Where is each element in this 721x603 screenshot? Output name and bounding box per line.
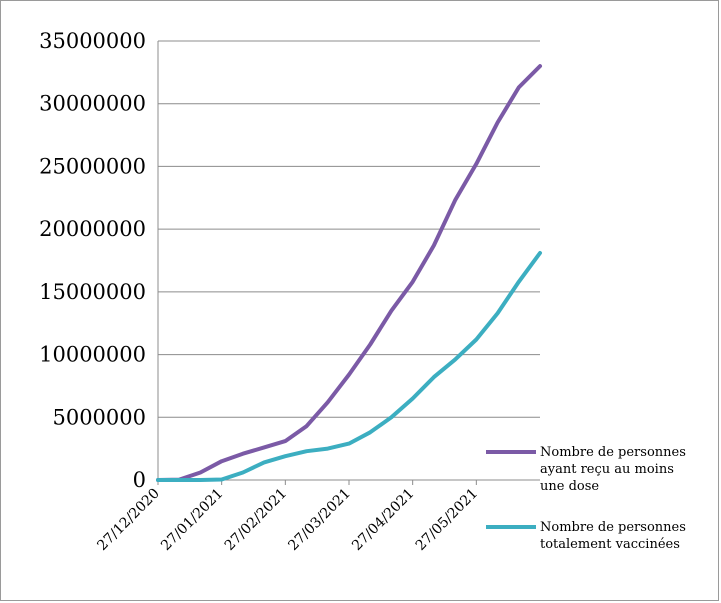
y-tick-labels: 0 5000000 10000000 15000000 20000000 25000000… — [39, 29, 146, 492]
series-line-2 — [156, 251, 542, 482]
x-tick-label: 27/01/2021 — [158, 486, 226, 554]
y-tick-label: 5000000 — [52, 405, 146, 429]
axes — [157, 41, 540, 485]
y-tick-label: 35000000 — [39, 29, 146, 53]
series-lines — [156, 64, 542, 482]
x-tick-label: 27/04/2021 — [349, 486, 417, 554]
legend-label-2: Nombre de personnes totalement vaccinées — [540, 520, 686, 552]
y-tick-label: 30000000 — [39, 92, 146, 116]
x-tick-label: 27/12/2020 — [94, 486, 162, 554]
x-tick-label: 27/05/2021 — [413, 486, 481, 554]
legend-label-1: Nombre de personnes ayant reçu au moins un… — [540, 445, 686, 494]
x-tick-labels: 27/12/202027/01/202127/02/202127/03/2021… — [94, 486, 481, 554]
y-tick-label: 25000000 — [39, 154, 146, 178]
series-line-1 — [156, 64, 542, 482]
legend: Nombre de personnes ayant reçu au moins un… — [486, 445, 686, 552]
x-tick-label: 27/02/2021 — [222, 486, 290, 554]
y-tick-label: 0 — [133, 468, 146, 492]
x-tick-label: 27/03/2021 — [285, 486, 353, 554]
gridlines — [158, 40, 540, 418]
y-tick-label: 10000000 — [39, 343, 146, 367]
y-tick-label: 15000000 — [39, 280, 146, 304]
y-tick-label: 20000000 — [39, 217, 146, 241]
